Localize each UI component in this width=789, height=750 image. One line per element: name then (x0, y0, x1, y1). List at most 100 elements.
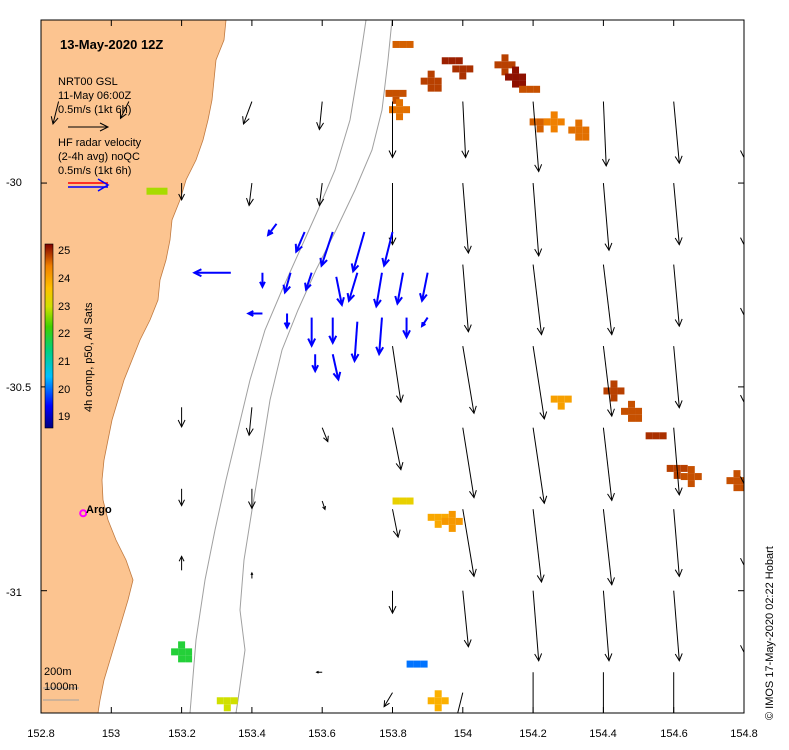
sst-pixel (536, 125, 544, 133)
gsl-vector-shaft (462, 346, 475, 414)
hf-vector-shaft (267, 223, 278, 236)
y-tick-label: -30.5 (6, 382, 32, 394)
sst-pixel (512, 80, 520, 88)
hf-vector-shaft (331, 354, 340, 380)
gsl-vector-shaft (673, 264, 680, 327)
gsl-vector-head (463, 245, 472, 255)
gsl-vector-head (463, 324, 472, 333)
gsl-vector-head (392, 529, 401, 539)
gsl-vector-head (316, 122, 325, 131)
hf-vector-head (402, 329, 411, 340)
gsl-vector-head (322, 505, 326, 511)
sst-pixel (448, 524, 456, 532)
sst-pixel (603, 387, 611, 395)
gsl-vector (248, 488, 256, 510)
gsl-vector (532, 183, 543, 257)
gsl-vector (462, 346, 477, 415)
isobath-1000m-label: 1000m (44, 681, 78, 693)
sst-pixel (550, 125, 558, 133)
gsl-vector-head (539, 495, 548, 505)
hf-vector-head (319, 257, 328, 268)
hf-vector-head (192, 268, 202, 278)
gsl-vector-head (469, 490, 477, 499)
gsl-vector-head (740, 307, 744, 317)
gsl-vector-head (246, 197, 254, 207)
gsl-vector-shaft (462, 101, 467, 158)
gsl-vector (740, 427, 744, 485)
gsl-vector-shaft (462, 427, 475, 498)
gsl-vector (316, 101, 325, 131)
sst-pixel (621, 407, 629, 415)
gsl-vectors (50, 101, 744, 713)
gsl-vector (178, 555, 185, 571)
sst-pixel (582, 133, 590, 141)
sst-pixel (557, 118, 565, 126)
hf-vector (319, 231, 334, 268)
gsl-vector (532, 590, 543, 662)
gsl-vector (178, 488, 185, 507)
sst-pixel (726, 477, 734, 485)
hf-vector (304, 272, 313, 292)
gsl-vector (673, 264, 683, 328)
gsl-vector-shaft (243, 101, 253, 125)
sst-pixel (178, 641, 186, 649)
sst-pixel (610, 380, 618, 388)
gsl-vector (673, 590, 683, 662)
sst-pixel (455, 517, 463, 525)
gsl-vector-shaft (602, 264, 613, 335)
gsl-vector-head (315, 670, 319, 674)
sst-pixel (448, 510, 456, 518)
sst-pixel (733, 484, 741, 492)
gsl-vector (388, 590, 397, 615)
gsl-vector-head (604, 242, 613, 252)
sst-pixel (680, 473, 688, 481)
sst-pixel (519, 85, 527, 93)
sst-pixel (455, 57, 463, 65)
sst-pixel (645, 432, 653, 440)
hf-vector-head (294, 243, 303, 254)
hf-vector-head (282, 284, 291, 295)
sst-pixel (403, 106, 411, 114)
hf-vector (331, 354, 342, 382)
sst-pixel (427, 697, 435, 705)
gsl-vector (740, 590, 744, 654)
sst-pixel (628, 400, 636, 408)
sst-pixel (459, 72, 467, 80)
gsl-vector-shaft (673, 183, 680, 245)
hf-vector (266, 223, 278, 237)
gsl-vector-head (248, 501, 256, 510)
hf-vector-head (283, 322, 291, 330)
gsl-vector (532, 672, 534, 713)
sst-pixel (441, 517, 449, 525)
sst-pixel (550, 395, 558, 403)
gsl-vector-head (177, 419, 186, 428)
sst-pixel (617, 387, 625, 395)
gsl-vector (532, 427, 548, 505)
gsl-vector-head (740, 394, 744, 404)
gsl-vector-head (388, 150, 397, 159)
sst-pixel (230, 697, 238, 705)
sst-pixel (399, 89, 407, 97)
sst-pixel (185, 648, 193, 656)
gsl-vector-head (607, 408, 615, 418)
colorbar-tick: 22 (58, 328, 71, 340)
gsl-vector (532, 346, 548, 421)
gsl-vector-shaft (462, 590, 469, 647)
gsl-vector-head (674, 568, 683, 578)
sst-pixel (413, 660, 421, 668)
hf-vector-head (420, 321, 426, 328)
sst-pixel (153, 187, 161, 195)
gsl-vector-head (674, 237, 683, 246)
sst-pixel (694, 473, 702, 481)
gsl-legend-arrow (68, 122, 110, 132)
sst-pixel (557, 402, 565, 410)
hf-vector (259, 272, 266, 289)
sst-pixel (441, 697, 449, 705)
gsl-vector-head (323, 435, 329, 443)
gsl-vector-head (250, 571, 254, 576)
gsl-vector-head (607, 327, 615, 336)
gsl-vector (673, 183, 683, 246)
gsl-vector (392, 427, 404, 471)
sst-patches (146, 40, 744, 712)
gsl-vector (740, 509, 744, 567)
